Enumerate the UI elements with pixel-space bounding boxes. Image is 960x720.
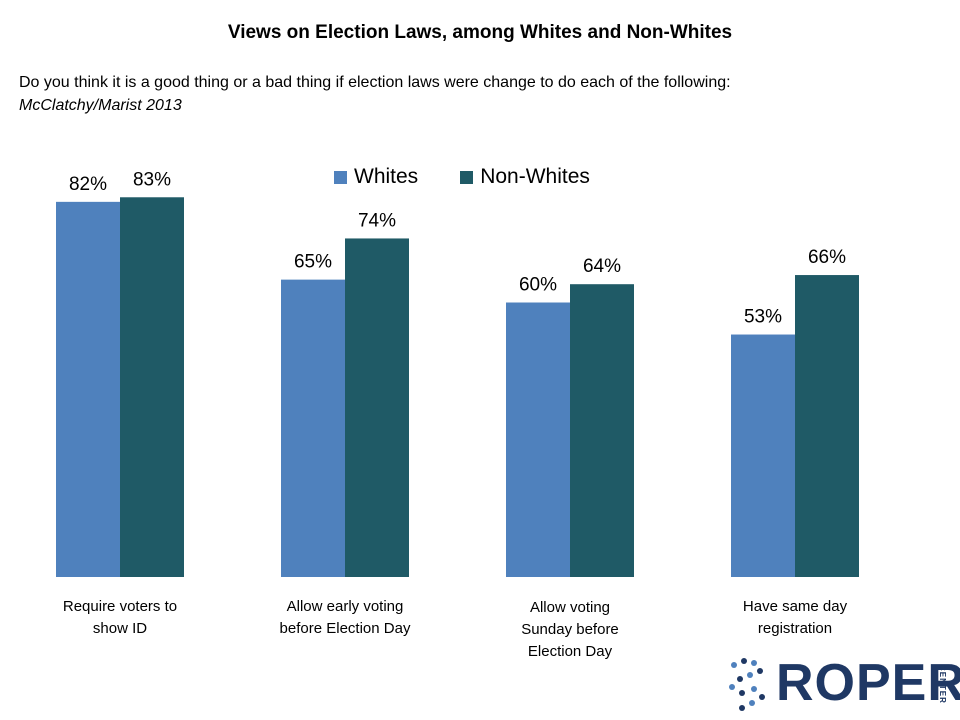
data-label-non-whites-2: 74% (358, 210, 396, 231)
category-label-line: Allow voting (529, 599, 611, 616)
category-label-line: Election Day (527, 643, 613, 660)
dna-dots-icon (729, 658, 765, 711)
survey-question: Do you think it is a good thing or a bad… (19, 74, 731, 91)
data-label-whites-1: 82% (69, 174, 107, 195)
chart-title: Views on Election Laws, among Whites and… (227, 22, 733, 43)
category-label-1: Require voters to show ID (30, 596, 210, 640)
category-label-3: Allow voting Sunday before Election Day (480, 597, 660, 663)
legend: Whites Non-Whites (334, 165, 632, 189)
legend-label-non-whites: Non-Whites (480, 165, 590, 188)
legend-item-whites: Whites (334, 165, 418, 189)
data-label-non-whites-3: 64% (583, 256, 621, 277)
legend-swatch-whites (334, 170, 347, 184)
bar-non-whites-3 (570, 284, 634, 577)
bar-whites-2 (281, 279, 345, 577)
bar-whites-4 (731, 334, 795, 577)
category-label-line: Sunday before (521, 621, 619, 638)
data-label-whites-4: 53% (744, 307, 782, 328)
bar-non-whites-1 (120, 197, 184, 577)
legend-swatch-non-whites (460, 170, 474, 184)
logo-wordmark: ROPER (776, 654, 960, 712)
bar-whites-3 (506, 302, 570, 577)
roper-center-logo: ROPER CENTER (724, 654, 960, 715)
bar-non-whites-2 (345, 238, 409, 577)
category-label-line: registration (757, 620, 833, 637)
data-label-whites-3: 60% (519, 275, 557, 296)
legend-label-whites: Whites (354, 165, 419, 188)
category-label-line: Require voters to (62, 598, 178, 615)
category-label-line: Allow early voting (286, 598, 404, 615)
category-label-line: show ID (92, 620, 148, 637)
category-label-2: Allow early voting before Election Day (255, 596, 435, 640)
data-label-whites-2: 65% (294, 252, 332, 273)
bar-whites-1 (56, 201, 120, 577)
category-label-4: Have same day registration (705, 596, 885, 640)
legend-item-non-whites: Non-Whites (460, 165, 590, 189)
category-label-line: before Election Day (279, 620, 411, 637)
data-label-non-whites-1: 83% (133, 169, 171, 190)
bar-non-whites-4 (795, 275, 859, 577)
survey-source: McClatchy/Marist 2013 (19, 97, 182, 114)
data-label-non-whites-4: 66% (808, 247, 846, 268)
logo-subtext: CENTER (938, 665, 947, 704)
category-label-line: Have same day (742, 598, 848, 615)
